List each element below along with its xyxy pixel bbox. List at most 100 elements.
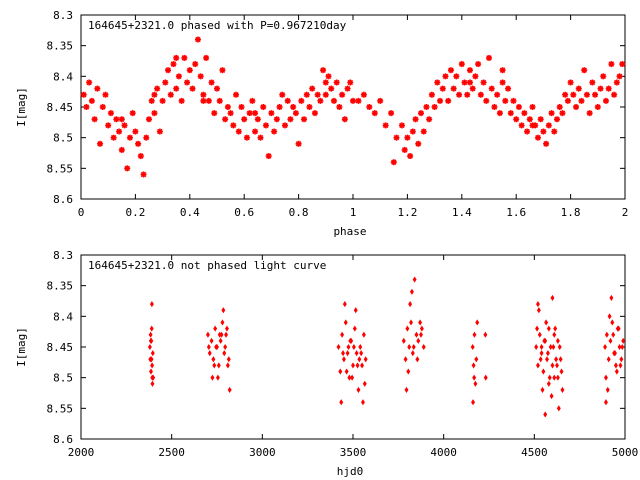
data-point	[150, 350, 155, 357]
x-tick-label: 1	[350, 206, 357, 219]
data-point	[282, 122, 288, 129]
data-point	[219, 331, 224, 338]
data-point	[284, 97, 291, 104]
data-point	[361, 331, 366, 338]
data-point	[356, 386, 361, 393]
data-point	[407, 153, 414, 160]
data-point	[88, 97, 95, 104]
data-point	[538, 356, 543, 363]
data-point	[537, 116, 544, 123]
data-point	[257, 134, 264, 141]
data-point	[609, 294, 614, 301]
data-point	[559, 110, 566, 117]
data-point	[149, 356, 154, 363]
data-point	[607, 313, 612, 320]
y-axis-label: I[mag]	[15, 327, 28, 367]
data-point	[276, 104, 283, 110]
x-axis-label: phase	[333, 225, 366, 238]
data-point	[350, 374, 355, 381]
plot-frame	[80, 14, 626, 200]
plot-title: 164645+2321.0 not phased light curve	[88, 259, 326, 272]
data-point	[170, 61, 177, 68]
unphased-light-curve-plot: 164645+2321.0 not phased light curve hjd…	[15, 249, 638, 478]
data-point	[499, 67, 506, 74]
data-point	[611, 331, 616, 338]
data-point	[410, 350, 415, 357]
data-point	[209, 337, 214, 344]
data-point	[132, 128, 139, 135]
data-point	[534, 134, 541, 141]
data-point	[542, 337, 547, 344]
data-point	[361, 399, 365, 406]
data-point	[613, 79, 620, 86]
x-axis-label: hjd0	[337, 465, 364, 478]
data-point	[502, 97, 509, 104]
data-point	[226, 356, 231, 363]
data-point	[426, 116, 433, 123]
data-point	[339, 91, 346, 98]
data-point	[225, 362, 230, 369]
data-point	[214, 85, 220, 92]
x-tick-label: 0.8	[289, 206, 309, 219]
data-point	[555, 374, 560, 381]
data-point	[343, 319, 348, 326]
data-point	[472, 73, 479, 80]
data-point	[273, 116, 280, 123]
data-point	[539, 343, 544, 351]
plot-title: 164645+2321.0 phased with P=0.967210day	[88, 19, 347, 32]
data-point	[149, 368, 153, 375]
data-point	[594, 104, 601, 110]
data-point	[355, 97, 362, 104]
data-point	[243, 134, 250, 141]
data-point	[507, 110, 514, 117]
data-point	[287, 116, 294, 123]
data-point	[404, 134, 411, 141]
y-tick-label: 8.35	[47, 40, 74, 53]
data-point	[336, 343, 341, 351]
x-tick-label: 1.6	[506, 206, 526, 219]
data-point	[567, 79, 574, 86]
data-point	[216, 97, 223, 104]
data-point	[613, 350, 617, 357]
data-point	[194, 36, 201, 43]
data-point	[583, 91, 590, 98]
data-point	[602, 97, 609, 104]
data-point	[154, 85, 161, 92]
data-point	[340, 331, 345, 338]
data-point	[230, 122, 237, 129]
data-point	[220, 319, 225, 326]
data-point	[407, 343, 412, 351]
data-point	[603, 343, 608, 351]
data-point	[330, 97, 337, 104]
data-point	[526, 116, 533, 123]
data-point	[314, 91, 321, 98]
data-point	[317, 97, 324, 104]
data-point	[121, 122, 128, 129]
data-point	[151, 110, 158, 117]
x-tick-label: 3500	[340, 446, 367, 459]
data-point	[616, 325, 621, 332]
data-point	[325, 73, 332, 80]
data-point	[541, 368, 546, 375]
data-point	[536, 301, 540, 308]
data-point	[464, 91, 471, 98]
data-point	[148, 331, 153, 338]
y-tick-label: 8.3	[53, 249, 73, 262]
data-point	[205, 331, 210, 338]
x-tick-label: 1.8	[561, 206, 581, 219]
data-point	[107, 110, 114, 117]
data-point	[341, 356, 346, 363]
data-point	[496, 110, 503, 117]
data-point	[415, 356, 420, 363]
data-point	[412, 276, 417, 283]
data-point	[472, 374, 477, 381]
data-point	[222, 350, 227, 357]
data-point	[419, 325, 424, 332]
data-point	[351, 343, 356, 351]
data-point	[546, 380, 551, 387]
data-point	[148, 337, 153, 344]
data-point	[412, 116, 419, 123]
data-point	[210, 374, 215, 381]
data-point	[137, 153, 144, 160]
data-point	[558, 356, 563, 363]
